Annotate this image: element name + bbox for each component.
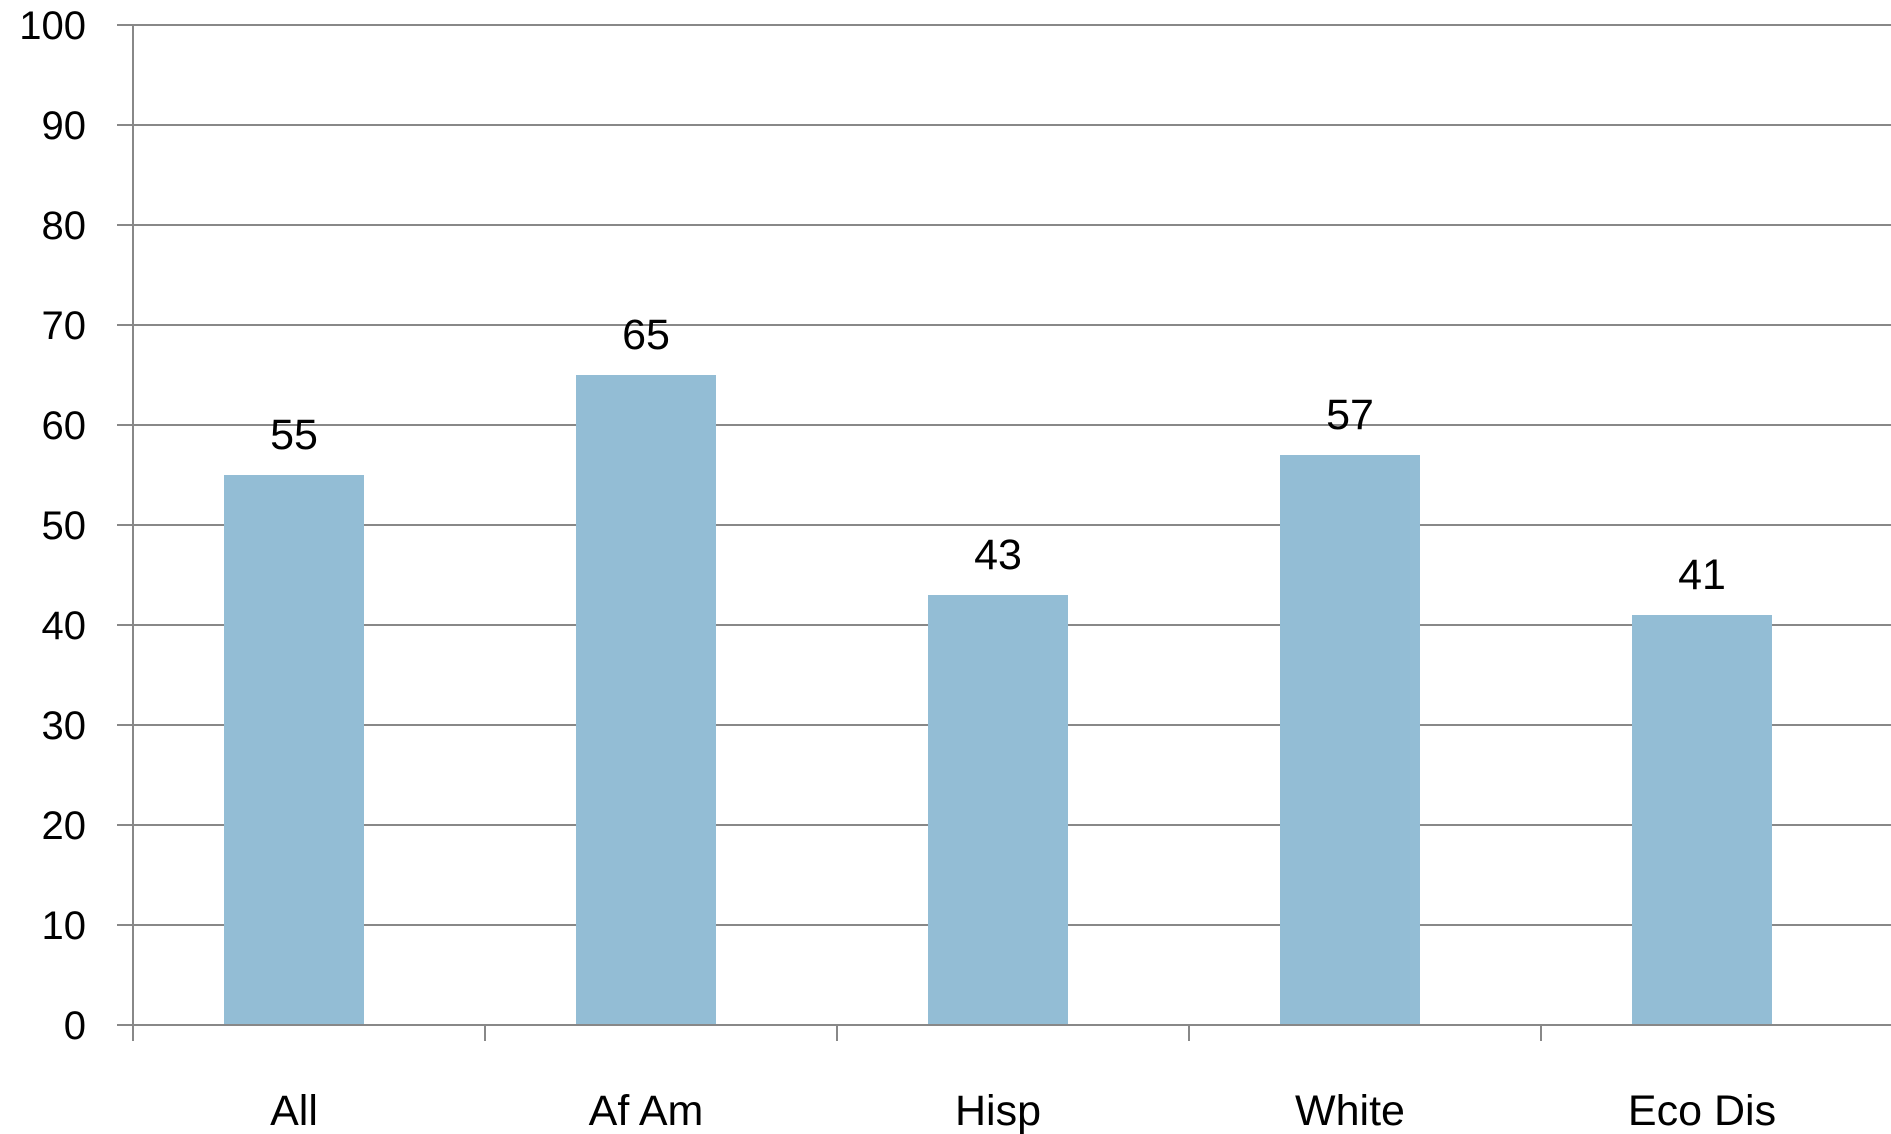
y-tick-label-10: 10: [42, 904, 87, 948]
y-tick-label-90: 90: [42, 104, 87, 148]
y-tick-label-80: 80: [42, 204, 87, 248]
y-tick-label-50: 50: [42, 504, 87, 548]
y-tick-label-20: 20: [42, 804, 87, 848]
y-tick-label-60: 60: [42, 404, 87, 448]
y-tick-label-0: 0: [64, 1004, 86, 1048]
y-tick-label-30: 30: [42, 704, 87, 748]
data-label-af-am: 65: [622, 311, 670, 359]
x-category-label-af-am: Af Am: [589, 1087, 704, 1134]
bar-all: [224, 475, 364, 1025]
bar-af-am: [576, 375, 716, 1025]
x-category-label-white: White: [1295, 1087, 1405, 1134]
data-label-all: 55: [270, 411, 318, 459]
bar-hisp: [928, 595, 1068, 1025]
gridlines: [133, 24, 1891, 926]
y-tick-label-40: 40: [42, 604, 87, 648]
x-category-label-eco-dis: Eco Dis: [1628, 1087, 1776, 1134]
data-label-white: 57: [1326, 391, 1374, 439]
data-labels: 55 65 43 57 41: [270, 311, 1726, 599]
x-category-label-hisp: Hisp: [955, 1087, 1041, 1134]
bars: [224, 375, 1772, 1025]
y-tick-labels: 0 10 20 30 40 50 60 70 80 90 100: [19, 4, 86, 1048]
x-category-labels: All Af Am Hisp White Eco Dis: [270, 1087, 1776, 1134]
y-tick-label-100: 100: [19, 4, 86, 48]
y-tick-label-70: 70: [42, 304, 87, 348]
x-category-label-all: All: [270, 1087, 318, 1134]
bar-eco-dis: [1632, 615, 1772, 1025]
data-label-eco-dis: 41: [1678, 551, 1726, 599]
bar-white: [1280, 455, 1420, 1025]
data-label-hisp: 43: [974, 531, 1022, 579]
axes: [117, 24, 1891, 1041]
